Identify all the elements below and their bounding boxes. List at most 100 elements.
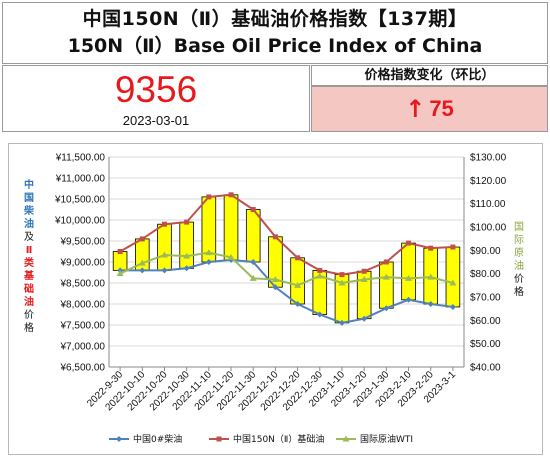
up-arrow-icon: ↑ [405,95,426,123]
up-down-bar [379,261,394,309]
wti-point [449,279,457,286]
baseoil-point [161,221,167,227]
right-axis-title: 国 [514,221,524,233]
change-panel: ↑ 75 [311,86,548,132]
left-tick-label: ¥7,000.00 [60,342,106,353]
right-tick-label: $80.00 [470,269,501,280]
right-tick-label: $110.00 [470,199,506,210]
baseoil-point [450,244,456,250]
left-axis-title: 类 [24,256,34,269]
index-value: 9356 [114,69,198,110]
diesel-point [228,256,235,263]
diesel-point [272,284,279,291]
right-axis-title: 原 [514,247,524,259]
diesel-point [294,301,301,307]
diesel-point [338,319,345,326]
left-tick-label: ¥11,500.00 [55,153,106,164]
baseoil-point [272,234,278,240]
wti-point [294,281,302,288]
right-axis-title: 际 [514,234,524,246]
legend-marker [116,436,122,442]
baseoil-line [119,193,453,276]
diesel-point [316,311,323,318]
up-down-bar [157,223,172,271]
wti-point [160,251,168,258]
left-axis-title: 础 [24,282,34,295]
title-panel: 中国150N（Ⅱ）基础油价格指数【137期】 150N（Ⅱ）Base Oil P… [2,2,548,64]
left-axis-title: 价 [24,309,34,321]
change-value: 75 [429,96,454,121]
left-axis-title: 国 [24,192,34,204]
right-tick-label: $120.00 [470,176,507,187]
legend-marker [216,436,222,442]
legend-label: 国际原油WTI [360,433,413,445]
baseoil-point [428,245,434,251]
baseoil-point [339,272,345,278]
left-tick-label: ¥9,500.00 [60,237,106,248]
left-tick-label: ¥7,500.00 [60,321,106,332]
left-tick-label: ¥11,000.00 [55,174,106,185]
wti-point [249,274,257,281]
legend-label: 中国0#柴油 [133,433,182,445]
right-axis-title: 油 [514,259,524,272]
right-axis-title: 价 [514,273,524,285]
diesel-point [183,265,190,272]
right-tick-label: $50.00 [470,339,501,350]
wti-point [227,253,235,260]
change-header: 价格指数变化（环比） [311,65,548,86]
right-tick-label: $60.00 [470,316,501,327]
diesel-point [139,267,146,274]
wti-point [183,252,191,259]
wti-line [119,251,454,287]
chart-frame: ¥11,500.00 ¥11,000.00 ¥10,500.00 ¥10,000.00… [8,143,543,455]
left-axis-title: 及 [24,231,34,243]
price-chart: ¥11,500.00 ¥11,000.00 ¥10,500.00 ¥10,000.00… [23,153,524,446]
wti-point [138,259,146,266]
diesel-point [383,305,390,312]
right-axis-title: 格 [514,285,524,298]
right-tick-label: $40.00 [470,363,501,374]
up-down-bar [445,246,461,308]
baseoil-point [184,219,190,225]
left-axis-title: 油 [24,295,34,308]
wti-point [405,274,413,281]
left-axis-title: 基 [23,269,35,282]
baseoil-point [383,259,389,265]
baseoil-point [117,249,123,254]
left-axis-title: 油 [24,217,34,230]
up-down-bar [223,194,239,261]
left-tick-label: ¥6,500.00 [60,363,106,374]
right-tick-label: $100.00 [470,223,507,234]
right-tick-label: $70.00 [470,293,501,304]
wti-point [427,273,435,280]
left-axis-title: Ⅱ [26,245,33,256]
up-down-bar [290,257,305,305]
baseoil-point [317,267,323,273]
page-title-cn: 中国150N（Ⅱ）基础油价格指数【137期】 [82,8,468,30]
up-down-bar [401,242,416,301]
wti-point [316,272,324,279]
diesel-point [250,259,257,265]
left-tick-label: ¥9,000.00 [60,258,106,269]
baseoil-point [206,194,212,200]
wti-point [382,273,390,280]
left-tick-label: ¥10,500.00 [54,195,105,206]
up-down-bar [179,221,194,269]
page-title-en: 150N（Ⅱ）Base Oil Price Index of China [67,35,483,57]
left-axis-title: 中 [24,178,34,191]
diesel-point [205,259,212,265]
up-down-bar [245,209,261,263]
diesel-point [361,315,368,322]
wti-point [360,276,368,282]
left-axis-title: 格 [24,321,34,334]
baseoil-point [250,207,256,212]
right-tick-label: $130.00 [470,153,507,164]
diesel-point [449,303,456,310]
left-tick-label: ¥8,500.00 [60,279,106,290]
baseoil-point [295,255,301,261]
diesel-point [161,267,168,274]
wti-point [338,279,346,286]
index-date: 2023-03-01 [122,113,190,128]
baseoil-point [228,192,234,198]
baseoil-point [139,236,145,242]
